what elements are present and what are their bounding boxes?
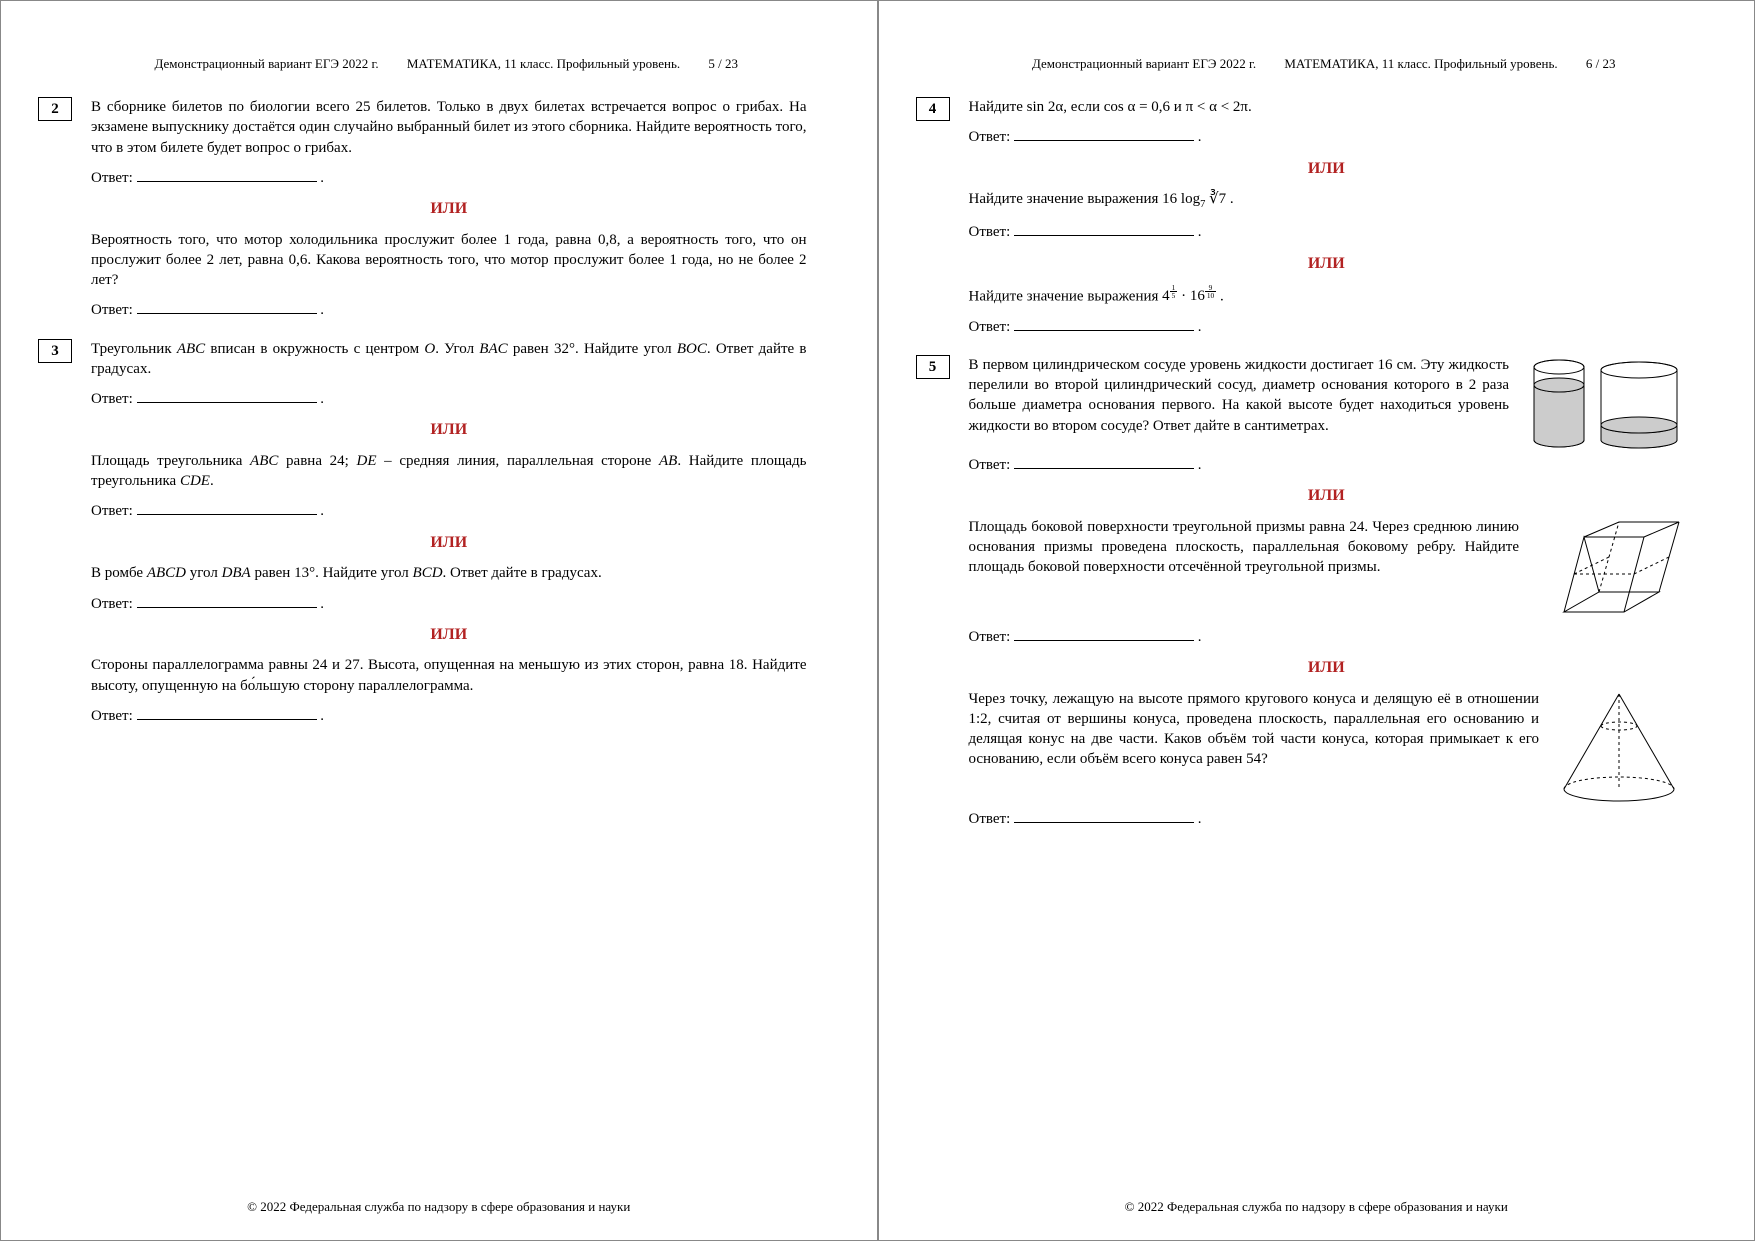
task-3-variant-2: Площадь треугольника ABC равна 24; DE – … (91, 451, 807, 492)
task-3-variant-1: Треугольник ABC вписан в окружность с це… (91, 339, 807, 380)
task-5: 5 В первом цилиндрическом сосуде уровень… (914, 355, 1685, 839)
cone-icon (1554, 689, 1684, 809)
task-number-box: 3 (38, 339, 72, 363)
cylinders-icon (1524, 355, 1684, 455)
or-separator: ИЛИ (969, 253, 1685, 275)
task-2-variant-1: В сборнике билетов по биологии всего 25 … (91, 97, 807, 158)
task-number-box: 2 (38, 97, 72, 121)
task-2-variant-2: Вероятность того, что мотор холодильника… (91, 230, 807, 291)
page-header-right: Демонстрационный вариант ЕГЭ 2022 г. МАТ… (914, 56, 1685, 72)
or-separator: ИЛИ (91, 624, 807, 646)
answer-line: Ответ: . (969, 222, 1685, 242)
task-2: 2 В сборнике билетов по биологии всего 2… (36, 97, 807, 331)
page-right: Демонстрационный вариант ЕГЭ 2022 г. МАТ… (878, 0, 1755, 1241)
task-3-variant-3: В ромбе ABCD угол DBA равен 13°. Найдите… (91, 563, 807, 583)
footer-right: © 2022 Федеральная служба по надзору в с… (879, 1199, 1755, 1215)
answer-line: Ответ: . (969, 127, 1685, 147)
document-spread: Демонстрационный вариант ЕГЭ 2022 г. МАТ… (0, 0, 1755, 1241)
answer-line: Ответ: . (91, 706, 807, 726)
answer-line: Ответ: . (969, 455, 1685, 475)
task-3-variant-4: Стороны параллелограмма равны 24 и 27. В… (91, 655, 807, 696)
header-subject: МАТЕМАТИКА, 11 класс. Профильный уровень… (1284, 56, 1557, 71)
answer-line: Ответ: . (91, 594, 807, 614)
answer-line: Ответ: . (91, 389, 807, 409)
page-left: Демонстрационный вариант ЕГЭ 2022 г. МАТ… (0, 0, 878, 1241)
or-separator: ИЛИ (91, 198, 807, 220)
answer-line: Ответ: . (91, 501, 807, 521)
header-variant: Демонстрационный вариант ЕГЭ 2022 г. (1032, 56, 1256, 71)
task-4-variant-2: Найдите значение выражения 16 log7 ∛7 . (969, 189, 1685, 212)
header-pagenum: 6 / 23 (1586, 56, 1616, 71)
prism-icon (1534, 517, 1684, 627)
or-separator: ИЛИ (91, 532, 807, 554)
or-separator: ИЛИ (91, 419, 807, 441)
task-4-variant-3: Найдите значение выражения 415 · 16910 . (969, 284, 1685, 307)
header-subject: МАТЕМАТИКА, 11 класс. Профильный уровень… (407, 56, 680, 71)
page-header-left: Демонстрационный вариант ЕГЭ 2022 г. МАТ… (36, 56, 807, 72)
or-separator: ИЛИ (969, 158, 1685, 180)
task-5-variant-2: Площадь боковой поверхности треугольной … (969, 517, 1520, 617)
answer-line: Ответ: . (969, 627, 1685, 647)
task-4-variant-1: Найдите sin 2α, если cos α = 0,6 и π < α… (969, 97, 1685, 117)
header-variant: Демонстрационный вариант ЕГЭ 2022 г. (154, 56, 378, 71)
answer-line: Ответ: . (969, 809, 1685, 829)
task-4: 4 Найдите sin 2α, если cos α = 0,6 и π <… (914, 97, 1685, 347)
task-3: 3 Треугольник ABC вписан в окружность с … (36, 339, 807, 737)
or-separator: ИЛИ (969, 657, 1685, 679)
task-5-variant-3: Через точку, лежащую на высоте прямого к… (969, 689, 1540, 799)
answer-line: Ответ: . (91, 300, 807, 320)
answer-line: Ответ: . (969, 317, 1685, 337)
answer-line: Ответ: . (91, 168, 807, 188)
task-number-box: 4 (916, 97, 950, 121)
footer-left: © 2022 Федеральная служба по надзору в с… (1, 1199, 877, 1215)
header-pagenum: 5 / 23 (708, 56, 738, 71)
or-separator: ИЛИ (969, 485, 1685, 507)
task-5-variant-1: В первом цилиндрическом сосуде уровень ж… (969, 355, 1510, 445)
task-number-box: 5 (916, 355, 950, 379)
